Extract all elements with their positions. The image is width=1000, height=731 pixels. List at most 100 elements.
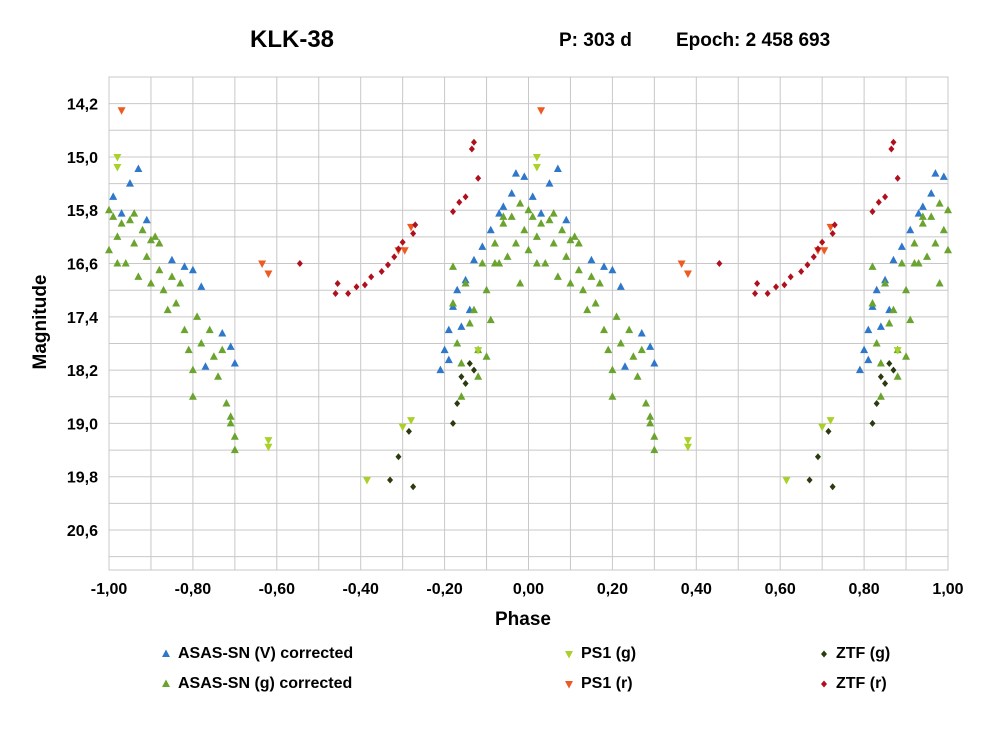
legend-marker-shape: [821, 680, 827, 688]
data-point-ps1_g: [362, 477, 371, 485]
data-point-ztf_r: [353, 283, 360, 291]
data-point-asas_g: [520, 225, 529, 234]
data-point-ztf_g: [449, 419, 456, 427]
data-point-asas_v: [117, 209, 126, 217]
data-point-asas_g: [105, 245, 113, 254]
chart-title: KLK-38: [250, 26, 335, 53]
legend-item: ZTF (g): [818, 645, 890, 663]
data-point-asas_g: [600, 325, 609, 334]
data-point-asas_v: [637, 328, 646, 337]
data-point-ztf_r: [462, 193, 469, 201]
data-point-asas_g: [608, 392, 617, 400]
data-point-asas_g: [146, 279, 155, 287]
data-point-asas_g: [172, 299, 181, 307]
legend-item: ASAS-SN (g) corrected: [160, 675, 352, 693]
legend-marker: [162, 679, 170, 687]
y-axis-label: Magnitude: [30, 275, 51, 370]
data-point-asas_g: [448, 262, 457, 270]
data-point-ztf_g: [405, 427, 412, 435]
data-point-asas_g: [646, 418, 655, 427]
data-point-asas_g: [499, 219, 508, 227]
x-tick-label: -0,60: [259, 581, 296, 598]
data-point-ps1_g: [113, 163, 122, 172]
data-point-asas_g: [457, 358, 466, 367]
data-point-asas_v: [134, 164, 143, 172]
data-point-asas_g: [549, 239, 558, 247]
data-point-asas_g: [931, 239, 940, 247]
legend-marker-shape: [162, 679, 170, 687]
data-point-asas_g: [591, 299, 600, 307]
data-point-ps1_g: [893, 347, 902, 355]
data-point-asas_g: [633, 372, 642, 380]
data-point-asas_g: [579, 285, 588, 294]
data-point-ztf_g: [410, 483, 417, 491]
y-tick-label: 19,8: [67, 470, 98, 487]
data-point-asas_g: [486, 315, 495, 324]
data-point-ztf_g: [829, 483, 836, 491]
data-point-asas_v: [444, 355, 453, 364]
data-point-ztf_g: [466, 359, 473, 367]
data-point-asas_v: [600, 262, 609, 270]
data-point-asas_g: [574, 239, 583, 247]
data-point-ztf_g: [462, 379, 469, 387]
data-point-ztf_r: [410, 230, 417, 238]
data-point-asas_g: [587, 272, 596, 280]
data-point-ztf_r: [391, 253, 398, 261]
legend-marker-shape: [565, 681, 573, 689]
data-point-ztf_g: [814, 453, 821, 461]
data-point-ztf_r: [378, 268, 385, 276]
data-point-asas_g: [566, 235, 575, 244]
legend-marker: [162, 649, 170, 657]
y-tick-label: 20,6: [67, 523, 98, 540]
data-point-asas_g: [868, 299, 877, 307]
data-point-asas_g: [625, 325, 634, 334]
data-point-ztf_r: [361, 281, 368, 289]
data-point-asas_v: [444, 325, 453, 334]
y-tick-labels: 14,2 15,0 15,8 16,6 17,4 18,2 19,0 19,8 20,6: [67, 97, 98, 540]
data-point-asas_g: [612, 312, 621, 320]
data-point-asas_g: [616, 338, 625, 347]
data-point-asas_g: [532, 232, 541, 240]
data-point-asas_v: [499, 202, 508, 210]
data-point-ztf_g: [454, 399, 461, 407]
data-point-asas_v: [453, 285, 462, 294]
x-tick-label: -0,80: [175, 581, 212, 598]
data-point-asas_g: [230, 445, 239, 454]
data-point-asas_g: [537, 219, 546, 227]
data-point-ztf_g: [395, 453, 402, 461]
data-point-asas_g: [918, 219, 927, 227]
data-point-asas_v: [520, 172, 529, 180]
data-point-ztf_g: [890, 366, 897, 374]
data-point-asas_g: [469, 305, 478, 314]
data-point-asas_g: [490, 239, 499, 247]
data-point-asas_g: [868, 262, 877, 270]
legend-marker-shape: [162, 649, 170, 657]
data-point-asas_v: [545, 179, 554, 187]
data-point-ztf_g: [387, 476, 394, 484]
data-point-asas_g: [927, 212, 936, 220]
data-point-asas_g: [155, 265, 164, 274]
data-point-asas_v: [587, 255, 596, 264]
data-point-asas_g: [503, 252, 512, 260]
data-point-asas_g: [650, 445, 659, 454]
data-point-asas_g: [939, 225, 948, 234]
data-point-asas_g: [897, 259, 906, 267]
data-point-asas_g: [188, 365, 197, 374]
data-point-asas_g: [490, 259, 499, 267]
data-point-asas_g: [935, 199, 944, 207]
data-point-asas_g: [641, 398, 650, 407]
data-point-ztf_r: [810, 253, 817, 261]
data-point-ztf_g: [825, 427, 832, 435]
data-point-asas_g: [608, 365, 617, 374]
data-point-asas_g: [881, 279, 890, 287]
data-point-asas_g: [134, 272, 143, 280]
data-point-asas_g: [944, 205, 952, 214]
legend-marker: [565, 681, 573, 689]
data-point-asas_v: [650, 358, 659, 367]
data-point-asas_v: [125, 179, 134, 187]
data-point-ztf_r: [764, 290, 771, 298]
legend-item: ASAS-SN (V) corrected: [160, 645, 353, 663]
data-point-ztf_r: [888, 145, 895, 153]
data-point-asas_g: [188, 392, 197, 400]
data-point-asas_g: [130, 239, 139, 247]
